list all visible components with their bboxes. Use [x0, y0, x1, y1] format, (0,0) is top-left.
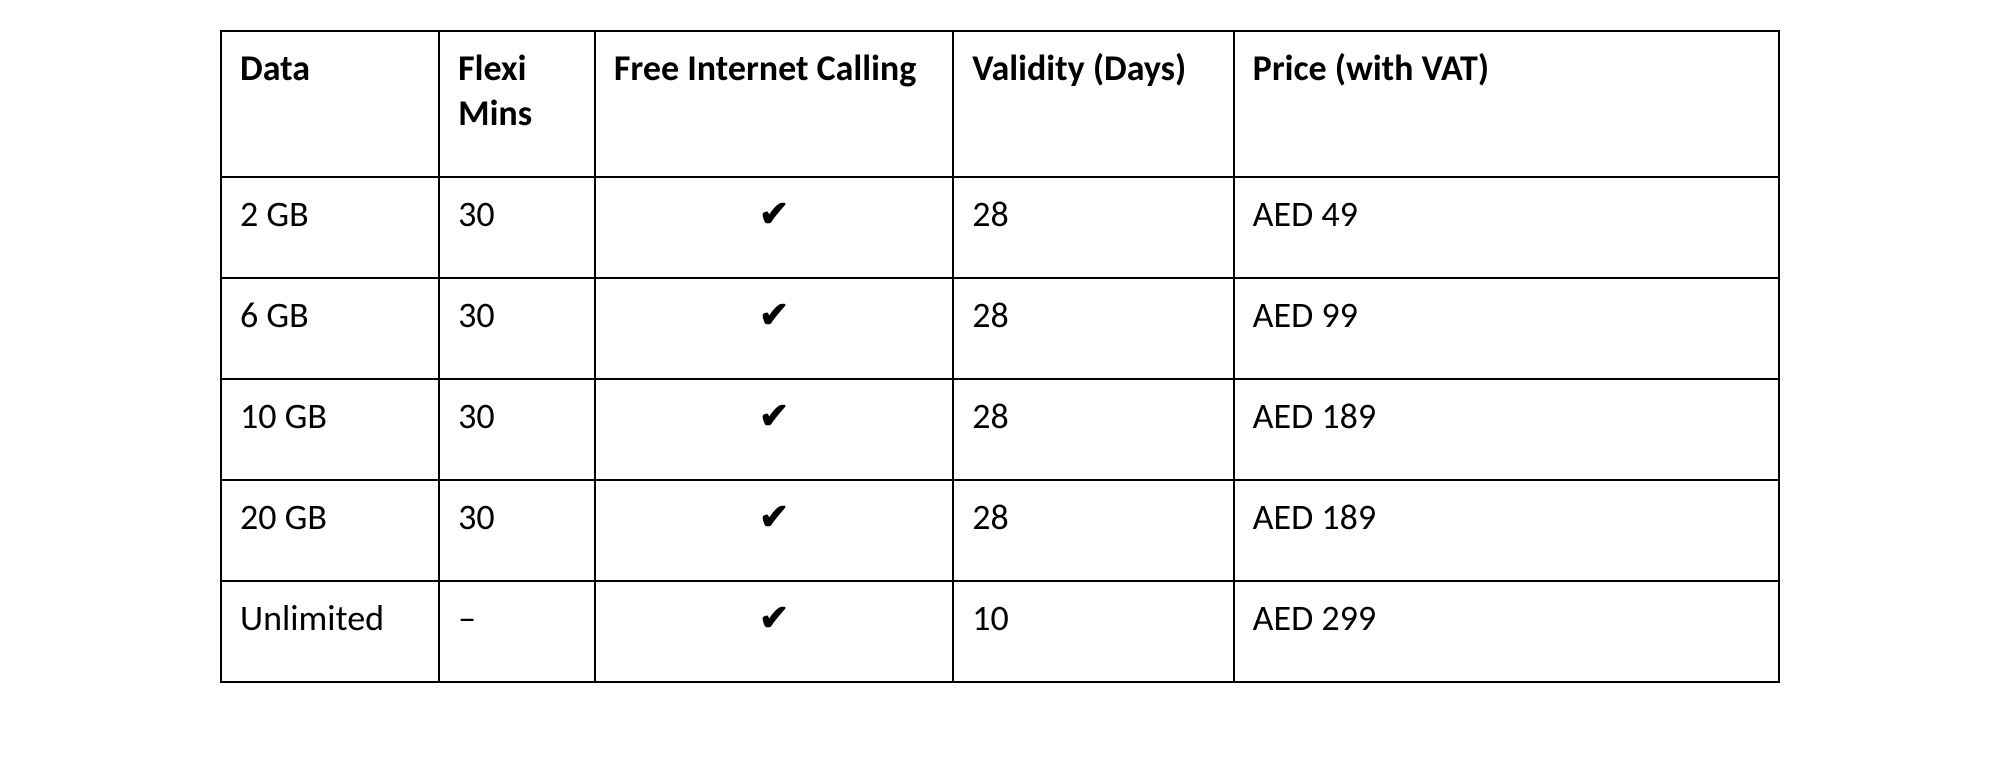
cell-data: Unlimited: [221, 581, 439, 682]
cell-validity: 28: [953, 278, 1233, 379]
cell-price: AED 299: [1234, 581, 1779, 682]
cell-flexi-mins: 30: [439, 480, 595, 581]
checkmark-icon: ✔: [759, 495, 789, 539]
header-validity: Validity (Days): [953, 31, 1233, 177]
cell-free-internet-calling: ✔: [595, 379, 953, 480]
table-row: 20 GB 30 ✔ 28 AED 189: [221, 480, 1779, 581]
table-row: Unlimited – ✔ 10 AED 299: [221, 581, 1779, 682]
cell-flexi-mins: 30: [439, 379, 595, 480]
checkmark-icon: ✔: [759, 394, 789, 438]
cell-validity: 28: [953, 480, 1233, 581]
checkmark-icon: ✔: [759, 293, 789, 337]
cell-free-internet-calling: ✔: [595, 278, 953, 379]
cell-free-internet-calling: ✔: [595, 177, 953, 278]
cell-price: AED 49: [1234, 177, 1779, 278]
cell-data: 10 GB: [221, 379, 439, 480]
cell-validity: 10: [953, 581, 1233, 682]
cell-free-internet-calling: ✔: [595, 581, 953, 682]
header-price: Price (with VAT): [1234, 31, 1779, 177]
table-row: 2 GB 30 ✔ 28 AED 49: [221, 177, 1779, 278]
table-row: 6 GB 30 ✔ 28 AED 99: [221, 278, 1779, 379]
cell-flexi-mins: –: [439, 581, 595, 682]
cell-price: AED 189: [1234, 379, 1779, 480]
cell-data: 2 GB: [221, 177, 439, 278]
cell-free-internet-calling: ✔: [595, 480, 953, 581]
header-data: Data: [221, 31, 439, 177]
cell-data: 6 GB: [221, 278, 439, 379]
cell-validity: 28: [953, 177, 1233, 278]
pricing-table: Data Flexi Mins Free Internet Calling Va…: [220, 30, 1780, 683]
header-free-internet-calling: Free Internet Calling: [595, 31, 953, 177]
checkmark-icon: ✔: [759, 192, 789, 236]
checkmark-icon: ✔: [759, 596, 789, 640]
table-header-row: Data Flexi Mins Free Internet Calling Va…: [221, 31, 1779, 177]
cell-flexi-mins: 30: [439, 177, 595, 278]
table-row: 10 GB 30 ✔ 28 AED 189: [221, 379, 1779, 480]
cell-data: 20 GB: [221, 480, 439, 581]
cell-price: AED 99: [1234, 278, 1779, 379]
header-flexi-mins: Flexi Mins: [439, 31, 595, 177]
cell-flexi-mins: 30: [439, 278, 595, 379]
cell-price: AED 189: [1234, 480, 1779, 581]
cell-validity: 28: [953, 379, 1233, 480]
